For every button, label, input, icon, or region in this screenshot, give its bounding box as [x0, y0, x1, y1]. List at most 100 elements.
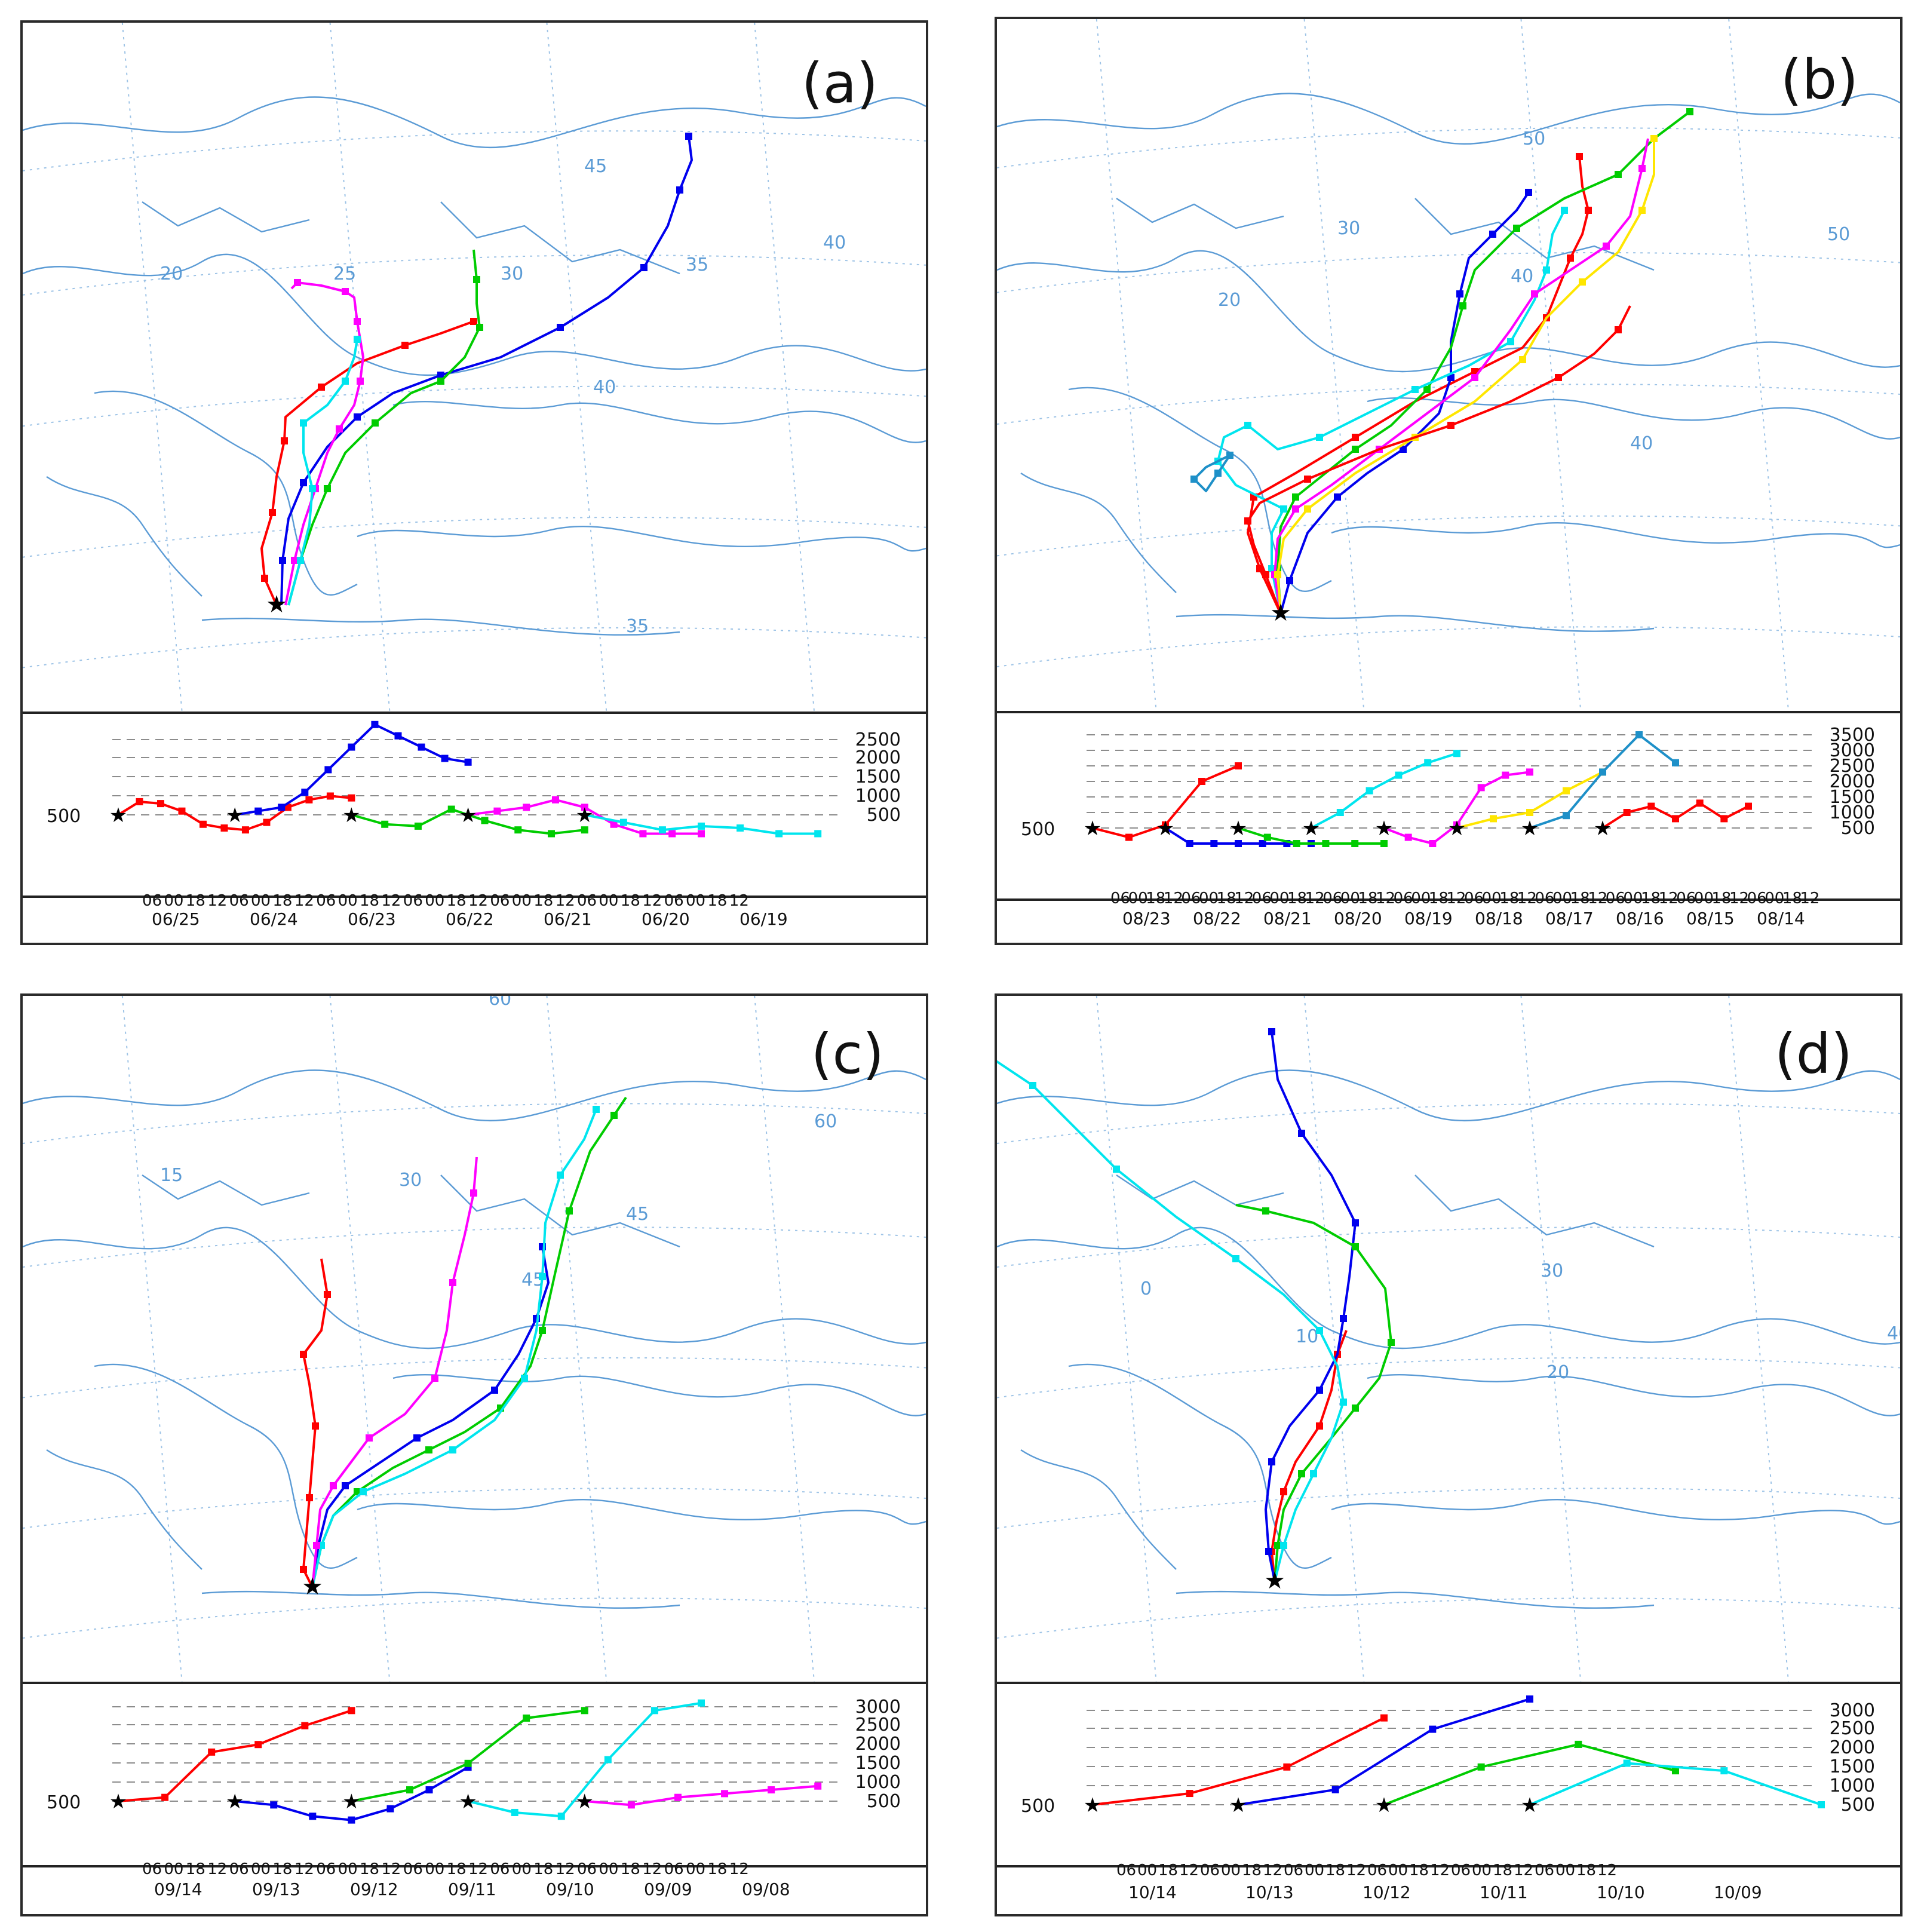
coastline-0 [23, 96, 926, 149]
height-marker-b-magenta-5 [1502, 771, 1509, 779]
coastline-6 [1116, 1174, 1284, 1206]
height-marker-a-red-11 [348, 794, 355, 802]
time-hour-c-20: 06 [577, 1860, 597, 1878]
coastline-5 [1176, 614, 1655, 632]
map-grid-label-b-0: 20 [1218, 290, 1241, 311]
trajectory-marker-b-green-9 [1459, 302, 1466, 309]
map-grid-label-a-7: 35 [626, 616, 649, 637]
height-series-d-cyan [1529, 1762, 1822, 1806]
height-start-star-c-cyan: ★ [459, 1790, 477, 1814]
map-grid-label-a-0: 20 [160, 263, 183, 284]
time-hour-c-4: 06 [229, 1860, 249, 1878]
trajectory-d-cyan [997, 1060, 1345, 1582]
trajectory-marker-b-blue-5 [1400, 446, 1407, 453]
height-marker-c-green-3 [523, 1714, 530, 1722]
height-marker-b-cyan-2 [1365, 787, 1373, 795]
time-hour-c-0: 06 [142, 1860, 162, 1878]
map-grid-label-b-3: 50 [1523, 128, 1545, 149]
trajectory-marker-a-magenta-11 [342, 288, 349, 295]
time-date-b-5: 08/18 [1475, 909, 1523, 928]
trajectory-marker-a-red-9 [401, 342, 409, 349]
panel-label-b: (b) [1780, 48, 1858, 112]
height-tick-c-2000: 2000 [855, 1734, 901, 1755]
panel-label-c: (c) [811, 1022, 884, 1086]
time-hour-a-23: 12 [642, 892, 662, 910]
time-hour-d-13: 00 [1388, 1862, 1408, 1879]
graticule-lat-0 [23, 130, 926, 171]
trajectory-marker-c-magenta-5 [366, 1434, 373, 1442]
trajectory-marker-a-cyan-3 [309, 485, 316, 492]
time-hour-b-13: 00 [1340, 890, 1360, 907]
time-hour-c-23: 12 [642, 1860, 662, 1878]
height-tick-a-1500: 1500 [855, 766, 901, 787]
trajectories-d: ★ [997, 1028, 1395, 1594]
time-hour-a-22: 18 [621, 892, 640, 910]
height-marker-b-blue-4 [1259, 840, 1266, 847]
time-hour-b-18: 18 [1429, 890, 1449, 907]
time-hour-a-10: 18 [360, 892, 379, 910]
time-hour-c-25: 00 [686, 1860, 705, 1878]
graticule-lon-1 [329, 996, 391, 1683]
height-marker-c-green-1 [406, 1786, 413, 1794]
trajectory-marker-b-green-13 [1615, 171, 1622, 178]
graticule-lat-0 [997, 127, 1900, 168]
graticule-lon-1 [1303, 996, 1365, 1683]
time-date-c-2: 09/12 [350, 1879, 398, 1899]
time-hour-b-38: 18 [1782, 890, 1802, 907]
height-marker-a-green-7 [581, 826, 588, 834]
height-marker-a-magenta-3 [552, 796, 559, 804]
height-tick-d-2000: 2000 [1830, 1737, 1875, 1758]
trajectories-c: ★ [300, 1096, 627, 1600]
trajectory-marker-d-green-1 [1274, 1542, 1281, 1549]
time-hour-c-13: 00 [425, 1860, 444, 1878]
map-grid-label-a-3: 35 [686, 254, 708, 275]
trajectory-marker-b-red-2-11 [1615, 326, 1622, 333]
height-marker-c-magenta-4 [768, 1786, 775, 1794]
trajectory-marker-a-cyan-1 [297, 557, 304, 564]
trajectory-marker-b-cyan-7 [1244, 422, 1251, 429]
trajectory-marker-b-blue-9 [1456, 290, 1463, 298]
trajectory-marker-b-cyan-17 [1561, 207, 1568, 214]
trajectory-marker-c-cyan-5 [449, 1446, 456, 1453]
height-marker-b-cyan-3 [1395, 771, 1403, 779]
trajectory-marker-a-blue-9 [557, 324, 564, 331]
height-start-star-b-cyan: ★ [1302, 817, 1320, 841]
height-marker-c-blue-2 [309, 1813, 317, 1820]
height-marker-c-magenta-2 [674, 1793, 682, 1801]
time-hour-c-22: 18 [621, 1860, 640, 1878]
height-tick-d-1000: 1000 [1830, 1775, 1875, 1796]
time-hour-d-17: 00 [1472, 1862, 1492, 1879]
height-marker-b-red-1-2 [1162, 821, 1169, 829]
trajectory-marker-a-green-5 [372, 419, 379, 427]
coastline-6 [142, 1174, 310, 1206]
height-tick-b-1500: 1500 [1830, 787, 1875, 808]
height-marker-b-blue-1 [1186, 840, 1193, 847]
height-start-star-b-blue: ★ [1156, 817, 1174, 841]
height-marker-a-green-2 [414, 822, 422, 830]
time-hour-a-0: 06 [142, 892, 162, 910]
trajectory-marker-d-blue-13 [1268, 1028, 1275, 1035]
trajectory-marker-b-green-3 [1292, 493, 1299, 501]
trajectory-marker-c-green-9 [539, 1327, 546, 1334]
trajectory-marker-d-green-9 [1352, 1243, 1359, 1250]
time-hour-c-26: 18 [707, 1860, 727, 1878]
coastline-3 [392, 1374, 926, 1416]
trajectory-marker-b-green-15 [1686, 108, 1693, 115]
height-tick-c-2500: 2500 [855, 1715, 901, 1735]
height-marker-c-cyan-2 [557, 1813, 565, 1820]
trajectory-marker-a-cyan-7 [342, 378, 349, 385]
height-tick-b-3500: 3500 [1830, 725, 1875, 746]
height-marker-d-red-1 [1186, 1790, 1193, 1798]
trajectory-marker-d-blue-9 [1352, 1219, 1359, 1226]
height-marker-a-cyan-5 [775, 830, 783, 838]
coastline-6 [142, 201, 310, 233]
height-marker-b-red-2-4 [1696, 799, 1704, 807]
time-hour-b-31: 12 [1659, 890, 1678, 907]
graticule-lon-1 [329, 23, 391, 713]
map-grid-label-b-2: 40 [1511, 266, 1533, 287]
height-start-star-d-red: ★ [1084, 1793, 1101, 1817]
height-series-c-red [118, 1709, 352, 1802]
trajectory-marker-a-blue-3 [300, 479, 307, 486]
